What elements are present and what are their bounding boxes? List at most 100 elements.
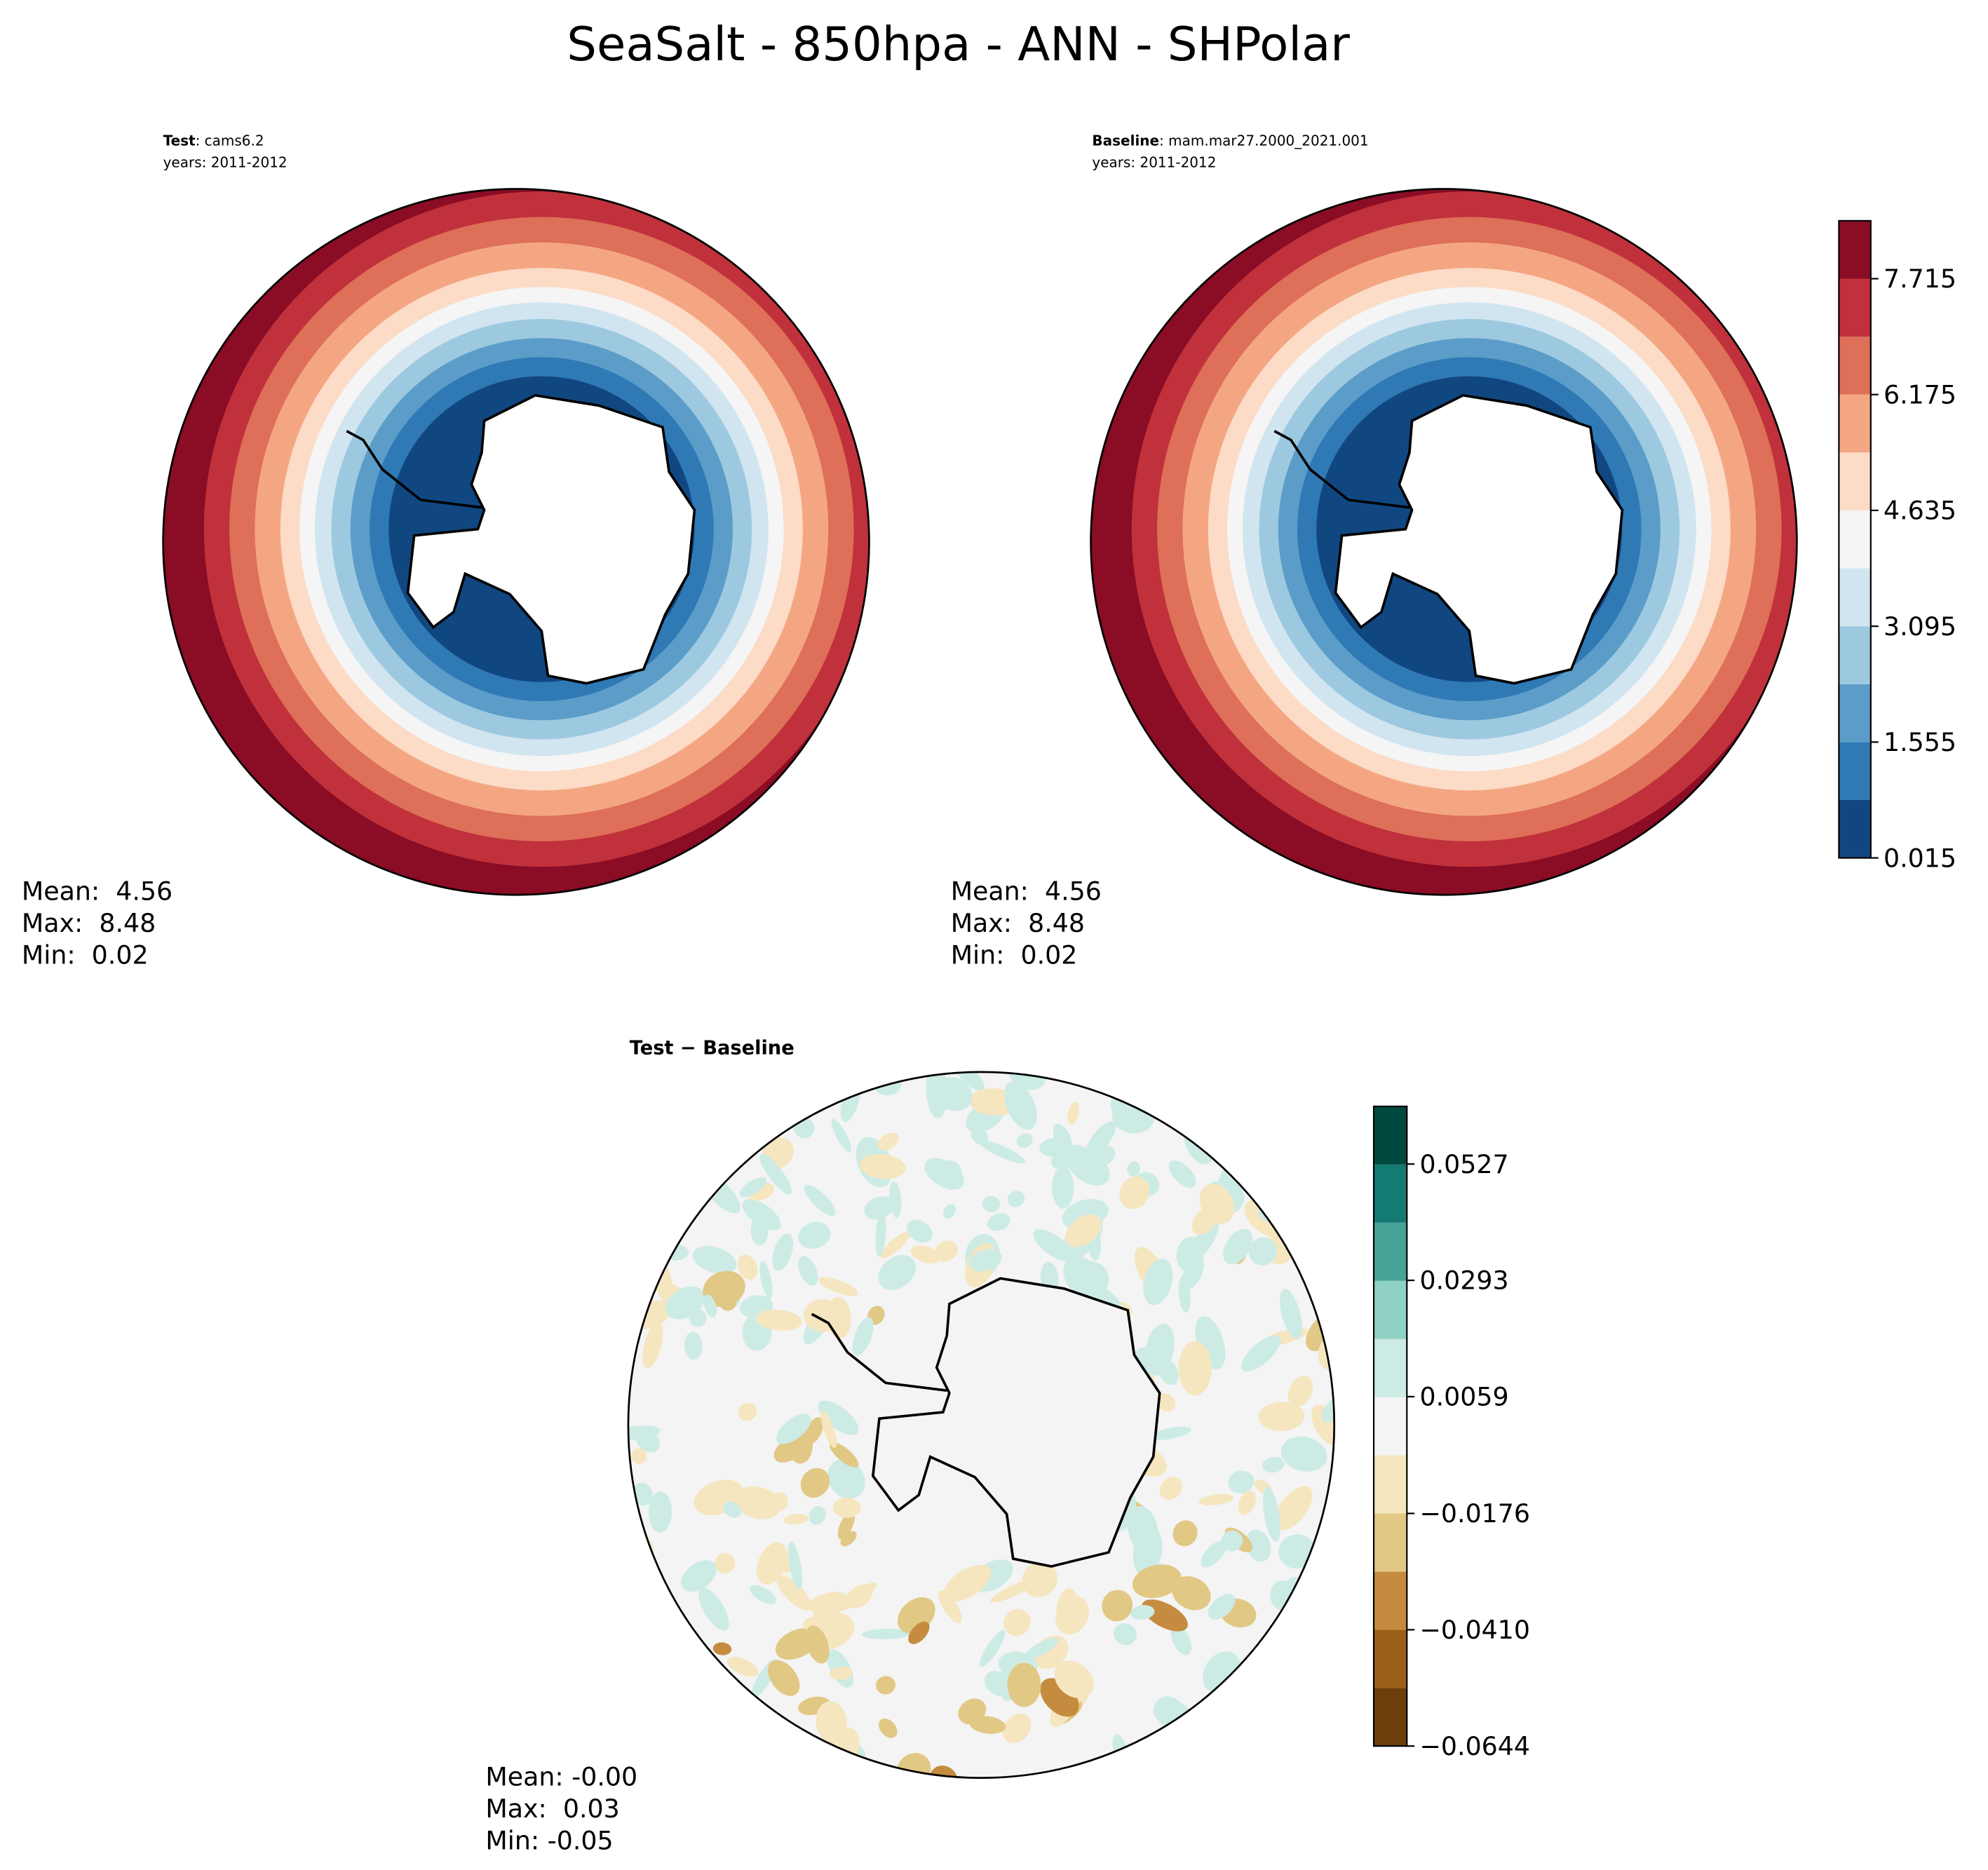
contour-blob bbox=[875, 1212, 886, 1257]
contour-blob bbox=[929, 1766, 959, 1778]
contour-blob bbox=[1132, 1564, 1182, 1599]
contour-blob bbox=[1262, 1486, 1280, 1542]
panel-case: : cams6.2 bbox=[196, 133, 264, 149]
contour-blob bbox=[1241, 1335, 1281, 1371]
contour-blob bbox=[1086, 1121, 1116, 1158]
contour-blob bbox=[861, 1628, 910, 1639]
colorbar-tick-label: 0.0059 bbox=[1419, 1382, 1508, 1412]
contour-blob bbox=[798, 1221, 831, 1249]
contour-blob bbox=[642, 1322, 663, 1369]
contour-blob bbox=[831, 1118, 851, 1153]
contour-blob bbox=[628, 1425, 661, 1441]
colorbar-band bbox=[1839, 394, 1871, 453]
contour-blob bbox=[859, 1154, 906, 1179]
contour-blob bbox=[1198, 1493, 1234, 1506]
colorbar-band bbox=[1374, 1455, 1407, 1514]
contour-blob bbox=[698, 1587, 729, 1631]
colorbar-tick-label: 0.0527 bbox=[1419, 1149, 1508, 1179]
contour-blob bbox=[1208, 1594, 1236, 1620]
contour-blob bbox=[1172, 1520, 1198, 1547]
panel-stat: Max: 8.48 bbox=[22, 908, 156, 938]
contour-blob bbox=[1262, 1456, 1285, 1473]
colorbar-band bbox=[1839, 452, 1871, 510]
contour-blob bbox=[772, 1233, 794, 1271]
panel-stat: Min: 0.02 bbox=[951, 940, 1078, 970]
continent bbox=[871, 1277, 1161, 1568]
colorbar-band bbox=[1374, 1630, 1407, 1688]
contour-blob bbox=[737, 1254, 758, 1280]
contour-blob bbox=[1016, 1133, 1033, 1148]
contour-blob bbox=[969, 1716, 1006, 1734]
colorbar-band bbox=[1374, 1397, 1407, 1456]
colorbar-tick-label: −0.0410 bbox=[1419, 1615, 1530, 1645]
contour-blob bbox=[1199, 1184, 1235, 1224]
contour-blob bbox=[773, 1432, 810, 1463]
contour-blob bbox=[798, 1256, 818, 1286]
contour-blob bbox=[1149, 1426, 1191, 1440]
contour-blob bbox=[897, 1753, 931, 1778]
contour-blob bbox=[1189, 1219, 1219, 1262]
contour-blob bbox=[1119, 1176, 1150, 1210]
contour-blob bbox=[829, 1667, 853, 1680]
contour-blob bbox=[910, 1245, 941, 1263]
colorbar-tick-label: 6.175 bbox=[1884, 379, 1956, 409]
contour-blob bbox=[888, 1181, 902, 1218]
contour-blob bbox=[803, 1299, 843, 1332]
panel-label: Test: cams6.2 bbox=[163, 133, 264, 149]
contour-blob bbox=[908, 1621, 930, 1644]
contour-blob bbox=[739, 1177, 767, 1198]
contour-blob bbox=[840, 1531, 857, 1547]
contour-blob bbox=[1153, 1696, 1182, 1724]
contour-blob bbox=[987, 1213, 1010, 1231]
contour-blob bbox=[712, 1642, 732, 1655]
contour-blob bbox=[837, 1511, 856, 1540]
contour-blob bbox=[648, 1491, 672, 1533]
contour-blob bbox=[1258, 1402, 1305, 1432]
contour-blob bbox=[809, 1505, 826, 1525]
colorbar-tick-label: −0.0644 bbox=[1419, 1731, 1530, 1761]
colorbar-band bbox=[1839, 626, 1871, 684]
colorbar-frame bbox=[1838, 219, 1872, 859]
colorbar-band bbox=[1374, 1222, 1407, 1281]
contour-blob bbox=[1143, 1259, 1173, 1306]
panel-name: Test − Baseline bbox=[630, 1037, 794, 1059]
contour-blob bbox=[864, 1196, 895, 1220]
contour-blob bbox=[1065, 1214, 1102, 1247]
colorbar-tick-label: −0.0176 bbox=[1419, 1498, 1530, 1529]
polar-map bbox=[627, 1071, 1336, 1780]
coastline bbox=[346, 430, 482, 509]
contour-blob bbox=[681, 1560, 717, 1592]
contour-blob bbox=[783, 1514, 809, 1525]
colorbar-band bbox=[1839, 278, 1871, 337]
colorbar-band bbox=[1374, 1339, 1407, 1397]
colorbar-band bbox=[1839, 799, 1871, 858]
contour-blob bbox=[742, 1199, 781, 1231]
contour-blob bbox=[787, 1541, 803, 1590]
contour-blob bbox=[1238, 1490, 1256, 1515]
contour-blob bbox=[632, 1482, 653, 1506]
contour-blob bbox=[1142, 1599, 1188, 1632]
contour-blob bbox=[726, 1656, 759, 1677]
contour-blob bbox=[1172, 1576, 1211, 1611]
panel-years: years: 2011-2012 bbox=[163, 154, 288, 171]
contour-blob bbox=[1158, 1360, 1179, 1385]
contour-blob bbox=[1055, 1596, 1089, 1635]
colorbar-band bbox=[1374, 1106, 1407, 1165]
contour-blob bbox=[1007, 1662, 1041, 1707]
contour-blob bbox=[852, 1317, 874, 1356]
contour-blob bbox=[1053, 1123, 1073, 1153]
contour-blob bbox=[1178, 1341, 1212, 1396]
contour-blob bbox=[907, 1219, 933, 1243]
contour-blob bbox=[750, 1217, 769, 1246]
contour-blob bbox=[1168, 1160, 1196, 1188]
colorbar-frame bbox=[1372, 1105, 1408, 1747]
colorbar-band bbox=[1839, 684, 1871, 743]
contour-blob bbox=[1287, 1375, 1313, 1407]
contour-blob bbox=[1003, 1608, 1031, 1637]
contour-blob bbox=[818, 1400, 859, 1435]
contour-blob bbox=[703, 1271, 745, 1307]
contour-blob bbox=[703, 1294, 717, 1317]
contour-blob bbox=[1181, 1256, 1205, 1291]
panel-stat: Min: -0.05 bbox=[485, 1825, 613, 1855]
